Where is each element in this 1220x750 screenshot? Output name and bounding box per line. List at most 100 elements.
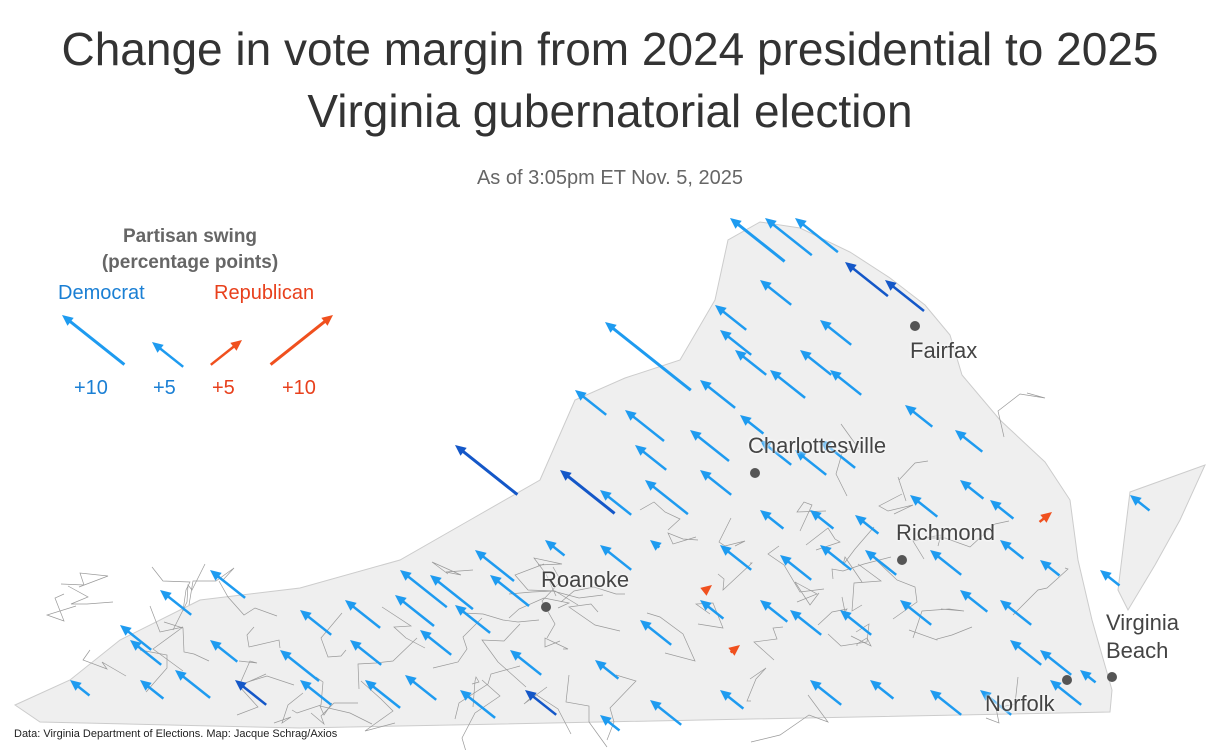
county-border-line xyxy=(541,566,562,639)
dem-swing-arrow-head xyxy=(545,540,557,551)
dem-swing-arrow-head xyxy=(960,480,972,491)
legend-dem-5-arrow-shaft xyxy=(157,345,184,368)
dem-swing-arrow-head xyxy=(885,280,897,291)
county-border-line xyxy=(985,676,1019,724)
county-border-line xyxy=(908,626,973,641)
dem-swing-arrow-shaft xyxy=(465,693,496,719)
dem-swing-arrow-shaft xyxy=(765,283,792,306)
dem-swing-arrow-head xyxy=(140,680,152,691)
dem-swing-arrow-shaft xyxy=(765,513,785,530)
dem-swing-arrow-head xyxy=(645,480,657,491)
dem-swing-arrow-shaft xyxy=(405,573,448,609)
county-border-line xyxy=(462,612,540,623)
dem-swing-arrow-shaft xyxy=(765,443,792,466)
dem-swing-arrow-head xyxy=(160,590,172,601)
dem-swing-arrow-head xyxy=(740,415,752,426)
dem-swing-arrow-head xyxy=(810,680,822,691)
county-border-line xyxy=(431,561,474,576)
county-border-line xyxy=(481,623,527,688)
rep-swing-arrow-head xyxy=(728,645,740,656)
dem-swing-arrow-head xyxy=(820,545,832,556)
rep-swing-arrow-head xyxy=(700,585,712,596)
dem-swing-arrow-head xyxy=(475,550,487,561)
dem-swing-arrow-head xyxy=(865,550,877,561)
eastern-shore xyxy=(1117,464,1206,612)
dem-swing-arrow-shaft xyxy=(580,393,607,416)
dem-swing-arrow-shaft xyxy=(425,633,452,656)
county-border-line xyxy=(246,626,281,649)
dem-swing-arrow-shaft xyxy=(410,678,437,701)
dem-swing-arrow-head xyxy=(420,630,432,641)
legend-subtitle: (percentage points) xyxy=(101,252,279,273)
dem-swing-arrow-head xyxy=(600,490,612,501)
dem-swing-arrow-shaft xyxy=(725,333,752,356)
county-border-line xyxy=(639,501,681,531)
dem-swing-arrow-shaft xyxy=(910,408,934,428)
dem-swing-arrow-head xyxy=(930,550,942,561)
dem-swing-arrow-shaft xyxy=(640,448,667,471)
dem-swing-arrow-shaft xyxy=(965,593,989,613)
richmond-dot xyxy=(897,555,907,565)
county-border-line xyxy=(827,623,870,647)
dem-swing-arrow-head xyxy=(120,625,132,636)
dem-swing-arrow-shaft xyxy=(725,693,745,710)
dem-swing-arrow-shaft xyxy=(125,628,152,651)
dem-swing-arrow-shaft xyxy=(960,433,984,453)
dem-swing-arrow-shaft xyxy=(435,578,474,611)
dem-swing-arrow-head xyxy=(1080,670,1092,681)
county-border-line xyxy=(544,637,569,650)
dem-swing-arrow-head xyxy=(395,595,407,606)
dem-swing-arrow-head xyxy=(70,680,82,691)
dem-swing-arrow-head xyxy=(650,540,662,551)
dem-swing-arrow-head xyxy=(1000,600,1012,611)
legend-rep-5-arrow-head xyxy=(230,340,242,351)
swing-arrows xyxy=(70,218,1151,732)
dem-swing-arrow-head xyxy=(820,320,832,331)
dem-swing-arrow-head xyxy=(1130,495,1142,506)
county-border-line xyxy=(897,460,929,502)
dem-swing-arrow-head xyxy=(210,640,222,651)
dem-swing-arrow-head xyxy=(845,262,857,273)
county-border-line xyxy=(817,596,848,626)
dem-swing-arrow-head xyxy=(960,590,972,601)
dem-swing-arrow-head xyxy=(175,670,187,681)
county-border-line xyxy=(831,556,892,580)
dem-swing-arrow-head xyxy=(720,690,732,701)
dem-swing-arrow-head xyxy=(770,370,782,381)
city-label-roanoke: Roanoke xyxy=(541,567,630,592)
dem-swing-arrow-shaft xyxy=(530,693,557,716)
dem-swing-arrow-head xyxy=(1050,680,1062,691)
city-dots xyxy=(541,321,1117,685)
dem-swing-arrow-head xyxy=(605,322,617,333)
city-label-norfolk: Norfolk xyxy=(985,691,1055,716)
dem-swing-arrow-shaft xyxy=(870,553,897,576)
dem-swing-arrow-head xyxy=(625,410,637,421)
dem-swing-arrow-head xyxy=(720,545,732,556)
dem-swing-arrow-shaft xyxy=(630,413,665,442)
county-border-line xyxy=(172,563,206,631)
dem-swing-arrow-shaft xyxy=(985,693,1012,716)
county-border-line xyxy=(291,676,324,714)
charlottesville-dot xyxy=(750,468,760,478)
chart-subtitle: As of 3:05pm ET Nov. 5, 2025 xyxy=(476,167,744,189)
dem-swing-arrow-head xyxy=(300,610,312,621)
dem-swing-arrow-shaft xyxy=(850,265,889,298)
county-border-line xyxy=(851,563,882,612)
county-border-line xyxy=(218,580,278,617)
dem-swing-arrow-shaft xyxy=(285,653,320,682)
dem-swing-arrow-head xyxy=(210,570,222,581)
dem-swing-arrow-head xyxy=(765,218,777,229)
dem-swing-arrow-head xyxy=(280,650,292,661)
dem-swing-arrow-head xyxy=(780,555,792,566)
dem-swing-arrow-head xyxy=(990,500,1002,511)
dem-swing-arrow-head xyxy=(455,605,467,616)
county-border-line xyxy=(750,694,829,743)
dem-swing-arrow-shaft xyxy=(305,683,332,706)
dem-swing-arrow-shaft xyxy=(650,483,689,516)
city-label-virginia-beach-1: Virginia xyxy=(1106,610,1179,635)
dem-swing-arrow-head xyxy=(800,350,812,361)
dem-swing-arrow-shaft xyxy=(705,473,732,496)
dem-swing-arrow-shaft xyxy=(725,548,752,571)
dem-swing-arrow-shaft xyxy=(740,353,767,376)
dem-swing-arrow-shaft xyxy=(800,221,839,254)
